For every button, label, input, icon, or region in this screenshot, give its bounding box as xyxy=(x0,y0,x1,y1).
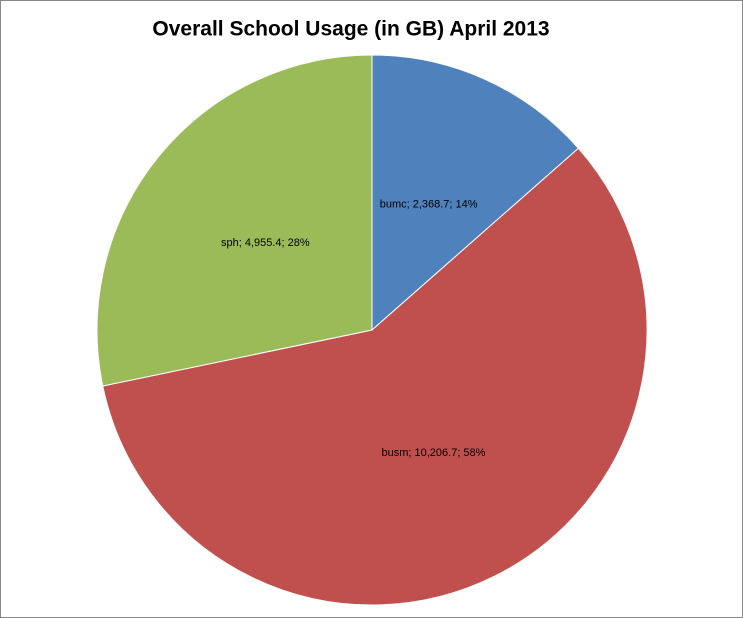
chart-title: Overall School Usage (in GB) April 2013 xyxy=(152,18,549,41)
pie-slice xyxy=(371,54,580,332)
pie-slice xyxy=(102,147,648,606)
data-label: sph; 4,955.4; 28% xyxy=(221,237,310,249)
pie-slice xyxy=(96,54,373,387)
data-label: busm; 10,206.7; 58% xyxy=(381,447,485,459)
data-label: bumc; 2,368.7; 14% xyxy=(380,199,478,211)
